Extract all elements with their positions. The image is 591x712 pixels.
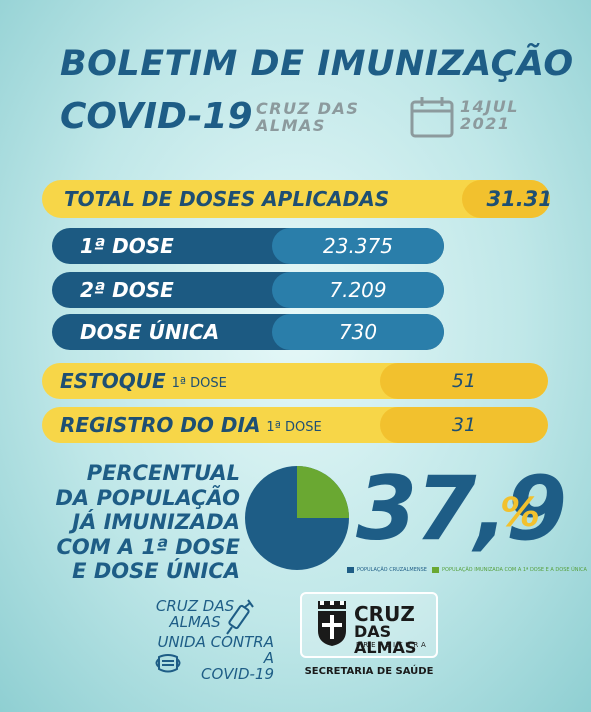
stock-value: 51 (380, 363, 548, 399)
date-year: 2021 (460, 114, 511, 133)
percent-line-4: COM A 1ª DOSE (56, 534, 240, 559)
report-date: 14JUL 2021 (460, 98, 530, 132)
percent-line-1: PERCENTUAL (86, 461, 240, 485)
total-doses-value: 31.314 (462, 180, 550, 218)
department-label: SECRETARIA DE SAÚDE (304, 666, 434, 677)
city-line-2: ALMAS (256, 116, 326, 135)
pie-immunized-slice (297, 466, 349, 518)
stock-sublabel: 1ª DOSE (171, 375, 227, 391)
slogan-line-1: CRUZ DAS (155, 597, 235, 615)
covid-title: COVID-19 (60, 96, 253, 137)
prefeitura-logo: CRUZ DAS ALMAS PREFEITURA (300, 592, 438, 658)
slogan-line-3: UNIDA CONTRA A (157, 633, 274, 667)
first-dose-label: 1ª DOSE (80, 234, 174, 258)
calendar-icon (410, 97, 454, 138)
second-dose-value: 7.209 (272, 272, 444, 308)
stock-label: ESTOQUE 1ª DOSE (60, 363, 227, 399)
legend-population-swatch (347, 567, 354, 573)
slogan-city: CRUZ DAS ALMAS (150, 598, 240, 630)
bulletin-title: BOLETIM DE IMUNIZAÇÃO (60, 44, 574, 84)
slogan-line-4: COVID-19 (200, 665, 274, 683)
population-pie-chart (245, 466, 349, 570)
coat-of-arms-icon (318, 601, 346, 646)
syringe-icon (226, 599, 254, 635)
single-dose-bar: DOSE ÚNICA 730 (52, 314, 444, 350)
percent-value: 37,9 (356, 457, 567, 560)
first-dose-value: 23.375 (272, 228, 444, 264)
percent-line-5: E DOSE ÚNICA (72, 559, 240, 583)
daily-register-bar: REGISTRO DO DIA 1ª DOSE 31 (42, 407, 548, 443)
date-day: 14JUL (460, 97, 519, 116)
stock-bar: ESTOQUE 1ª DOSE 51 (42, 363, 548, 399)
legend-immunized: POPULAÇÃO IMUNIZADA COM A 1ª DOSE E A DO… (432, 567, 587, 573)
logo-line-3: PREFEITURA (356, 641, 429, 649)
single-dose-value: 730 (272, 314, 444, 350)
city-name: CRUZ DAS ALMAS (256, 100, 386, 134)
percent-line-2: DA POPULAÇÃO (55, 485, 240, 510)
legend-population-label: POPULAÇÃO CRUZALMENSE (357, 567, 427, 573)
slogan-tagline: UNIDA CONTRA A COVID-19 (154, 634, 274, 682)
stock-title: ESTOQUE (60, 369, 166, 393)
second-dose-label: 2ª DOSE (80, 278, 174, 302)
slogan: CRUZ DAS ALMAS UNIDA CONTRA A COVID-19 (150, 598, 310, 682)
total-doses-label: TOTAL DE DOSES APLICADAS (64, 187, 390, 211)
percent-description: PERCENTUAL DA POPULAÇÃO JÁ IMUNIZADA COM… (40, 461, 240, 584)
legend-population: POPULAÇÃO CRUZALMENSE (347, 567, 427, 573)
legend-immunized-swatch (432, 567, 439, 573)
legend-immunized-label: POPULAÇÃO IMUNIZADA COM A 1ª DOSE E A DO… (442, 567, 587, 573)
daily-register-title: REGISTRO DO DIA (60, 413, 261, 437)
percent-line-3: JÁ IMUNIZADA (72, 510, 240, 534)
second-dose-bar: 2ª DOSE 7.209 (52, 272, 444, 308)
city-line-1: CRUZ DAS (256, 99, 360, 118)
daily-register-sublabel: 1ª DOSE (266, 419, 322, 435)
logo-line-1: CRUZ (354, 602, 415, 626)
single-dose-label: DOSE ÚNICA (80, 320, 220, 344)
daily-register-value: 31 (380, 407, 548, 443)
daily-register-label: REGISTRO DO DIA 1ª DOSE (60, 407, 322, 443)
total-doses-bar: TOTAL DE DOSES APLICADAS 31.314 (42, 180, 550, 218)
logo-line-2: DAS ALMAS (354, 622, 417, 657)
first-dose-bar: 1ª DOSE 23.375 (52, 228, 444, 264)
slogan-line-2: ALMAS (169, 613, 221, 631)
percent-symbol: % (500, 490, 541, 536)
face-mask-icon (155, 654, 181, 673)
